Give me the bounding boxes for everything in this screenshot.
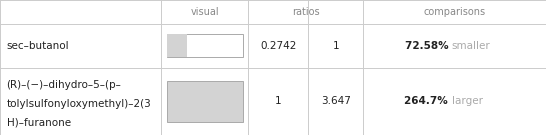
Text: comparisons: comparisons	[424, 7, 485, 17]
Bar	[167, 81, 243, 122]
Text: visual: visual	[191, 7, 219, 17]
Text: 0.2742: 0.2742	[260, 40, 296, 51]
Text: 72.58%: 72.58%	[405, 40, 452, 51]
Text: 1: 1	[333, 40, 339, 51]
Text: sec–butanol: sec–butanol	[7, 40, 69, 51]
Text: smaller: smaller	[452, 40, 490, 51]
Text: 1: 1	[275, 96, 282, 106]
Bar	[167, 34, 243, 57]
Text: (R)–(−)–dihydro–5–(p–: (R)–(−)–dihydro–5–(p–	[7, 80, 121, 90]
Text: tolylsulfonyloxymethyl)–2(3: tolylsulfonyloxymethyl)–2(3	[7, 99, 151, 109]
Text: 3.647: 3.647	[321, 96, 351, 106]
Text: larger: larger	[452, 96, 483, 106]
Bar	[167, 34, 187, 57]
Text: 264.7%: 264.7%	[405, 96, 452, 106]
Text: H)–furanone: H)–furanone	[7, 118, 70, 128]
Text: ratios: ratios	[292, 7, 319, 17]
